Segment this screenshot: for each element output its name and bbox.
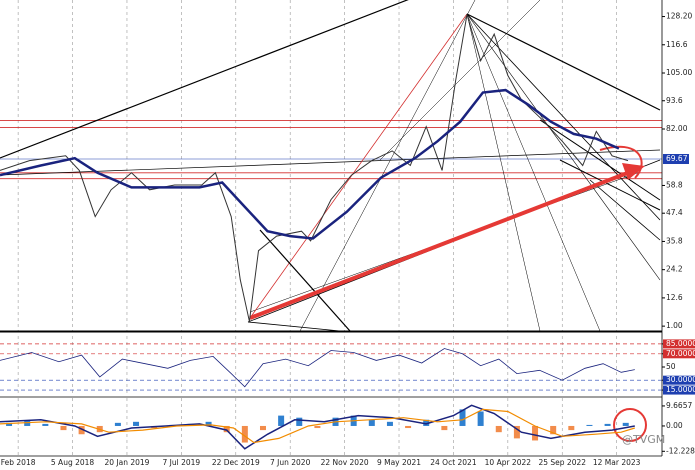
y-tick-label: 82.00 <box>666 124 688 133</box>
x-tick-label: Feb 2018 <box>1 458 36 467</box>
trend-line <box>589 179 661 241</box>
histogram-bar <box>24 420 31 426</box>
histogram-bar <box>459 409 466 426</box>
x-tick-label: 7 Jul 2019 <box>163 458 201 467</box>
y-tick-label: 105.00 <box>666 68 692 77</box>
trend-line <box>249 13 468 319</box>
histogram-bar <box>495 425 502 433</box>
trend-line <box>466 13 541 331</box>
histogram-bar <box>241 425 248 443</box>
arrow-head <box>622 163 645 180</box>
y-tick-label: -12.228 <box>666 446 695 455</box>
histogram-bar <box>604 423 611 426</box>
y-tick-label: 1.00 <box>666 321 683 330</box>
histogram-bar <box>441 425 448 431</box>
series-line <box>0 348 635 388</box>
y-tick-label: 50 <box>666 362 676 371</box>
x-tick-label: 5 Aug 2018 <box>51 458 94 467</box>
histogram-bar <box>205 421 212 426</box>
y-tick-label: 47.4 <box>666 208 683 217</box>
y-tick-bg <box>663 385 695 395</box>
y-tick-label: 9.6657 <box>666 401 692 410</box>
trend-line <box>0 0 409 159</box>
y-tick-bg <box>663 339 695 349</box>
y-tick-bg <box>663 349 695 359</box>
histogram-bar <box>6 422 13 426</box>
y-tick-label: 12.6 <box>666 293 683 302</box>
histogram-bar <box>568 425 575 431</box>
y-tick-bg <box>663 375 695 385</box>
series-line <box>0 88 620 240</box>
arrow-shaft <box>249 170 631 320</box>
y-tick-label: 30.0000 <box>666 375 695 384</box>
y-tick-label: 116.6 <box>666 40 688 49</box>
histogram-bar <box>259 425 266 431</box>
y-tick-label: 0.00 <box>666 421 683 430</box>
trend-line <box>247 321 341 331</box>
histogram-bar <box>296 417 303 426</box>
x-tick-label: 12 Mar 2023 <box>593 458 641 467</box>
histogram-bar <box>477 411 484 426</box>
histogram-bar <box>513 425 520 439</box>
histogram-bar <box>550 425 557 435</box>
x-tick-label: 20 Jan 2019 <box>104 458 149 467</box>
histogram-bar <box>60 425 67 431</box>
histogram-bar <box>78 425 85 435</box>
y-tick-label: 15.0000 <box>666 385 695 394</box>
x-tick-label: 9 May 2021 <box>377 458 421 467</box>
y-tick-label: 24.2 <box>666 265 683 274</box>
x-tick-label: 25 Sep 2022 <box>538 458 586 467</box>
trend-line <box>299 0 476 331</box>
trend-line <box>539 119 661 201</box>
histogram-bar <box>405 425 412 429</box>
histogram-bar <box>586 424 593 426</box>
y-tick-label: 70.0000 <box>666 349 695 358</box>
trend-line <box>379 0 541 161</box>
price-tag <box>663 154 689 165</box>
y-tick-label: 93.6 <box>666 96 683 105</box>
price-tag-label: 69.67 <box>666 154 688 163</box>
x-tick-label: 22 Nov 2020 <box>321 458 369 467</box>
histogram-bar <box>278 415 285 426</box>
trend-line <box>559 159 661 211</box>
trend-line <box>0 149 661 176</box>
x-tick-label: 7 Jun 2020 <box>270 458 311 467</box>
histogram-bar <box>386 421 393 426</box>
histogram-bar <box>314 425 321 429</box>
histogram-bar <box>423 419 430 426</box>
histogram-bar <box>223 425 230 433</box>
histogram-bar <box>42 423 49 426</box>
x-tick-label: 22 Dec 2019 <box>212 458 260 467</box>
histogram-bar <box>114 422 121 426</box>
trend-line <box>466 13 601 331</box>
histogram-bar <box>622 422 629 426</box>
curved-arrow <box>599 145 643 179</box>
highlight-circle <box>613 408 647 442</box>
histogram-bar <box>368 419 375 426</box>
trend-line <box>259 229 351 331</box>
y-tick-label: 58.8 <box>666 180 683 189</box>
watermark: @TVGM <box>622 433 665 446</box>
y-tick-label: 85.0000 <box>666 339 695 348</box>
trend-line <box>466 13 661 111</box>
series-line <box>0 408 635 444</box>
histogram-bar <box>532 425 539 441</box>
y-tick-label: 128.20 <box>666 12 692 21</box>
series-line <box>0 404 635 450</box>
x-tick-label: 10 Apr 2022 <box>485 458 532 467</box>
trend-line <box>466 13 661 281</box>
histogram-bar <box>133 421 140 426</box>
x-tick-label: 24 Oct 2021 <box>430 458 477 467</box>
y-tick-label: 35.8 <box>666 236 683 245</box>
